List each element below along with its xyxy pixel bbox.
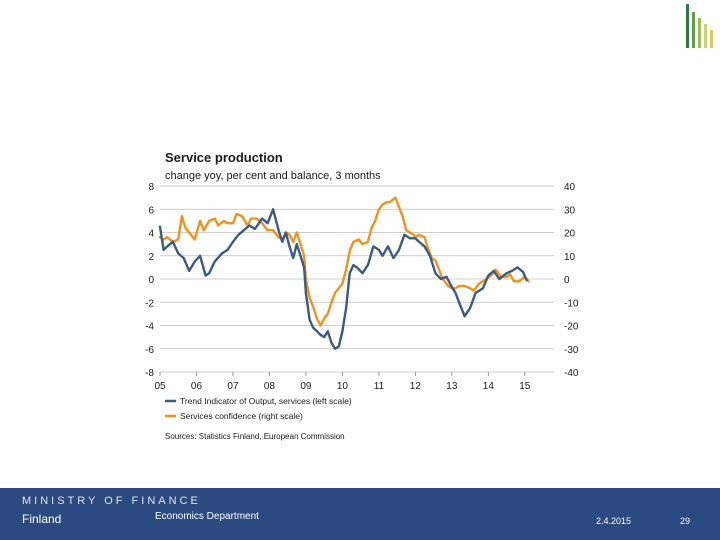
left-tick-label: 2 [148,252,154,263]
logo-bar [704,24,707,48]
right-tick-label: 30 [564,205,576,216]
logo-bar [686,4,689,48]
x-tick-label: 10 [337,381,349,392]
chart-source: Sources: Statistics Finland, European Co… [165,432,345,441]
footer-bar: MINISTRY OF FINANCE Finland Economics De… [0,488,720,540]
series-lines [158,196,530,350]
x-tick-label: 09 [300,381,312,392]
page-number: 29 [680,516,691,526]
right-tick-label: -10 [564,298,579,309]
right-tick-label: -20 [564,322,579,333]
left-tick-label: -8 [145,368,154,379]
left-tick-label: 6 [148,205,154,216]
left-axis-ticks: 8 6 4 2 0 -2 -4 -6 -8 [145,182,154,379]
chart-title: Service production [165,150,283,165]
logo-bar [710,30,713,48]
chart-subtitle: change yoy, per cent and balance, 3 mont… [165,170,381,182]
left-tick-label: 4 [148,229,154,240]
logo-bar [692,12,695,48]
left-tick-label: -4 [145,322,154,333]
service-production-chart: Service production change yoy, per cent … [145,150,579,441]
right-tick-label: 10 [564,252,576,263]
series-line-output [158,208,528,350]
logo-bar [698,18,701,48]
department-name: Economics Department [155,511,259,522]
left-tick-label: -2 [145,298,154,309]
right-axis-ticks: 40 30 20 10 0 -10 -20 -30 -40 [564,182,579,379]
x-tick-label: 12 [410,381,422,392]
country-name: Finland [22,512,62,526]
x-tick-label: 11 [374,381,385,392]
right-tick-label: 40 [564,182,576,193]
right-tick-label: 20 [564,229,576,240]
logo-color-bars [680,0,720,60]
left-tick-label: -6 [145,345,154,356]
series-line-confidence [158,196,530,327]
ministry-name: MINISTRY OF FINANCE [22,495,201,507]
x-tick-label: 14 [483,381,495,392]
x-tick-label: 13 [446,381,458,392]
left-tick-label: 0 [148,275,154,286]
right-tick-label: -30 [564,345,579,356]
x-tick-label: 07 [227,381,239,392]
x-tick-label: 15 [519,381,531,392]
gridlines [160,185,554,373]
x-axis-ticks: 05 06 07 08 09 10 11 12 13 14 15 [154,372,531,392]
left-tick-label: 8 [148,182,154,193]
x-tick-label: 06 [191,381,203,392]
legend: Trend Indicator of Output, services (lef… [165,396,352,421]
right-tick-label: 0 [564,275,570,286]
presentation-date: 2.4.2015 [596,516,632,526]
right-tick-label: -40 [564,368,579,379]
legend-label: Services confidence (right scale) [180,411,303,421]
x-tick-label: 05 [154,381,166,392]
legend-label: Trend Indicator of Output, services (lef… [180,396,352,406]
x-tick-label: 08 [264,381,276,392]
